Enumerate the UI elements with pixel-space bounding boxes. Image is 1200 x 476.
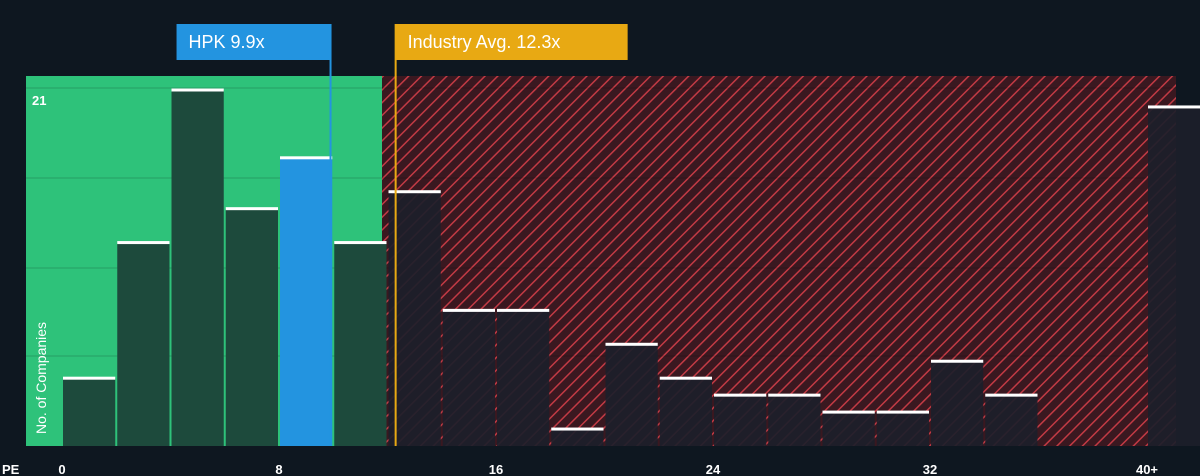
bar-top-cap — [605, 342, 658, 346]
bar-top-cap — [442, 308, 495, 312]
bar — [876, 412, 929, 446]
bar — [63, 378, 116, 446]
industry-avg-label-text: Industry Avg. 12.3x — [408, 32, 561, 52]
bar-top-cap — [117, 241, 170, 245]
bar — [714, 395, 767, 446]
bar — [985, 395, 1038, 446]
bar-top-cap — [985, 393, 1038, 397]
bar-top-cap — [497, 308, 550, 312]
bar — [931, 361, 984, 446]
bar — [497, 310, 550, 446]
y-axis-max-label: 21 — [32, 93, 46, 108]
bar — [225, 208, 278, 446]
bar — [171, 90, 224, 446]
company-pe-label: HPK 9.9x — [176, 24, 331, 60]
bar — [388, 191, 441, 446]
industry-avg-label: Industry Avg. 12.3x — [395, 24, 628, 60]
bar — [442, 310, 495, 446]
x-tick-label: 24 — [706, 462, 721, 476]
bar — [334, 242, 387, 446]
industry-avg-label-bg — [395, 24, 628, 60]
bar — [1148, 106, 1200, 446]
bar — [605, 344, 658, 446]
bar-top-cap — [171, 88, 224, 92]
bar — [822, 412, 875, 446]
bar-top-cap — [225, 207, 278, 211]
x-axis-ticks: 0 8 16 24 32 40+ — [58, 462, 1158, 476]
x-tick-label: 40+ — [1136, 462, 1158, 476]
x-tick-label: 0 — [58, 462, 65, 476]
x-axis-title: PE — [2, 462, 20, 476]
bar-top-cap — [659, 376, 712, 380]
company-pe-label-text: HPK 9.9x — [189, 32, 265, 52]
bar-top-cap — [876, 410, 929, 414]
bar-top-cap — [334, 241, 387, 245]
bars — [63, 88, 1200, 447]
bar-top-cap — [388, 190, 441, 194]
bar-top-cap — [822, 410, 875, 414]
bar — [768, 395, 821, 446]
y-axis-title: No. of Companies — [33, 322, 49, 434]
bar-top-cap — [768, 393, 821, 397]
bar — [659, 378, 712, 446]
company-pe-label-bg — [176, 24, 331, 60]
bar-top-cap — [551, 427, 604, 431]
bar-top-cap — [63, 376, 116, 380]
bar-top-cap — [280, 156, 333, 160]
bar — [551, 429, 604, 446]
bar-top-cap — [931, 359, 984, 363]
bar — [117, 242, 170, 446]
bar-top-cap — [1148, 105, 1200, 109]
bar-top-cap — [714, 393, 767, 397]
x-tick-label: 16 — [489, 462, 503, 476]
x-tick-label: 32 — [923, 462, 937, 476]
bar — [280, 157, 333, 447]
x-tick-label: 8 — [275, 462, 282, 476]
